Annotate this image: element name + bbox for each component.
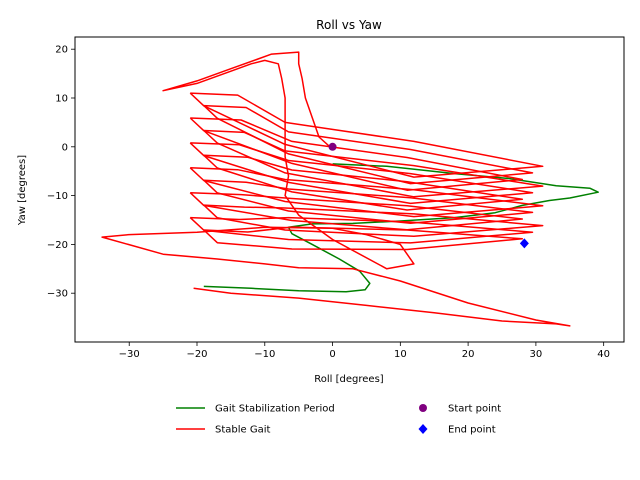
legend-swatch xyxy=(418,424,428,434)
gait-loop xyxy=(203,204,544,238)
legend-label: Stable Gait xyxy=(215,425,271,436)
y-tick-label: −20 xyxy=(47,240,68,251)
x-tick-label: 40 xyxy=(597,349,610,360)
axes-frame xyxy=(74,36,625,343)
gait-loop xyxy=(189,92,544,178)
y-tick-label: 10 xyxy=(55,94,68,105)
gait-loop xyxy=(203,226,524,251)
y-tick-label: −10 xyxy=(47,191,68,202)
x-tick-label: 0 xyxy=(329,349,335,360)
axes: −30 −20 −10 0 10 20 30 40 −30 −20 −10 0 10 20 xyxy=(47,36,625,360)
gait-loop xyxy=(189,117,524,191)
plot-area xyxy=(101,51,599,327)
start-point-marker xyxy=(328,142,337,151)
series-line xyxy=(203,163,599,293)
x-tick-label: −20 xyxy=(186,349,207,360)
x-tick-label: 20 xyxy=(462,349,475,360)
legend-swatch xyxy=(419,404,427,412)
gait-loop xyxy=(203,129,544,198)
y-tick-label: −30 xyxy=(47,289,68,300)
x-tick-label: −30 xyxy=(119,349,140,360)
x-axis-label: Roll [degrees] xyxy=(314,374,384,385)
gait-loop xyxy=(189,191,524,231)
gait-loop xyxy=(189,142,534,205)
y-tick-label: 0 xyxy=(62,142,68,153)
legend-label: Gait Stabilization Period xyxy=(215,404,335,415)
legend-label: End point xyxy=(448,425,496,436)
legend-label: Start point xyxy=(448,404,501,415)
legend: Gait Stabilization Period Stable Gait Star… xyxy=(176,404,501,436)
series-stable-gait xyxy=(101,51,571,327)
x-tick-label: 10 xyxy=(394,349,407,360)
legend-item-start-point: Start point xyxy=(419,404,501,415)
y-tick-label: 20 xyxy=(55,45,68,56)
legend-item-gait-stabilization-period: Gait Stabilization Period xyxy=(176,404,335,415)
gait-loop xyxy=(189,216,534,244)
gait-loop xyxy=(189,167,544,218)
gait-loop xyxy=(203,179,534,224)
series-gait-stabilization-period xyxy=(203,163,599,293)
end-point-marker xyxy=(519,238,529,249)
legend-item-end-point: End point xyxy=(418,424,496,436)
legend-item-stable-gait: Stable Gait xyxy=(176,425,271,436)
gait-loop xyxy=(203,104,534,185)
x-tick-label: 30 xyxy=(530,349,543,360)
gait-loop xyxy=(203,154,524,211)
x-tick-label: −10 xyxy=(254,349,275,360)
chart-title: Roll vs Yaw xyxy=(316,18,382,32)
y-axis-label: Yaw [degrees] xyxy=(17,155,28,226)
